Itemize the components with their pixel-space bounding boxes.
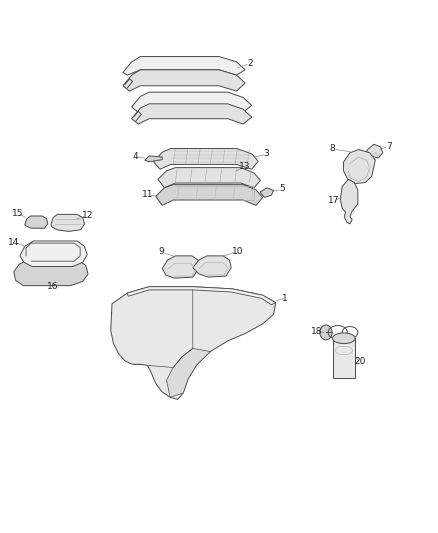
Polygon shape xyxy=(260,188,274,197)
Polygon shape xyxy=(193,256,231,277)
Text: 9: 9 xyxy=(159,247,164,256)
Polygon shape xyxy=(123,70,245,91)
Text: 17: 17 xyxy=(328,196,339,205)
Text: 14: 14 xyxy=(8,238,19,247)
Text: 18: 18 xyxy=(311,327,322,336)
Polygon shape xyxy=(162,256,198,278)
Polygon shape xyxy=(51,214,85,231)
Polygon shape xyxy=(340,179,358,224)
Polygon shape xyxy=(153,149,258,169)
Text: 16: 16 xyxy=(46,282,58,291)
Circle shape xyxy=(320,325,332,340)
Text: 3: 3 xyxy=(263,149,269,158)
Polygon shape xyxy=(132,92,252,112)
Text: 1: 1 xyxy=(282,294,287,303)
Polygon shape xyxy=(367,144,383,158)
Text: 15: 15 xyxy=(11,209,23,218)
Bar xyxy=(332,338,355,378)
Ellipse shape xyxy=(332,333,355,344)
Text: 7: 7 xyxy=(386,142,392,151)
Text: 12: 12 xyxy=(82,211,94,220)
Text: 8: 8 xyxy=(330,144,336,153)
Polygon shape xyxy=(14,260,88,286)
Polygon shape xyxy=(158,167,261,188)
Polygon shape xyxy=(127,287,276,305)
Text: 10: 10 xyxy=(232,247,243,256)
Polygon shape xyxy=(343,150,375,183)
Polygon shape xyxy=(25,216,48,228)
Polygon shape xyxy=(111,287,276,399)
Polygon shape xyxy=(20,241,87,266)
Polygon shape xyxy=(123,56,245,75)
Text: 13: 13 xyxy=(240,162,251,171)
Polygon shape xyxy=(166,349,210,397)
Polygon shape xyxy=(155,184,263,205)
Text: 11: 11 xyxy=(141,190,153,199)
Text: 20: 20 xyxy=(354,357,365,366)
Text: 4: 4 xyxy=(132,152,138,161)
Polygon shape xyxy=(145,156,162,162)
Text: 2: 2 xyxy=(247,59,253,68)
Polygon shape xyxy=(132,104,252,124)
Text: 5: 5 xyxy=(279,184,285,193)
